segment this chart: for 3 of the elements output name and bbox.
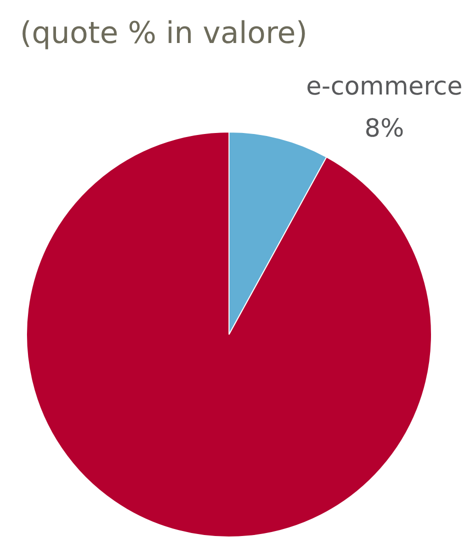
data-label: 8%: [364, 113, 404, 142]
chart-title: (quote % in valore): [20, 16, 308, 51]
slice-label: e-commerce: [306, 71, 463, 100]
